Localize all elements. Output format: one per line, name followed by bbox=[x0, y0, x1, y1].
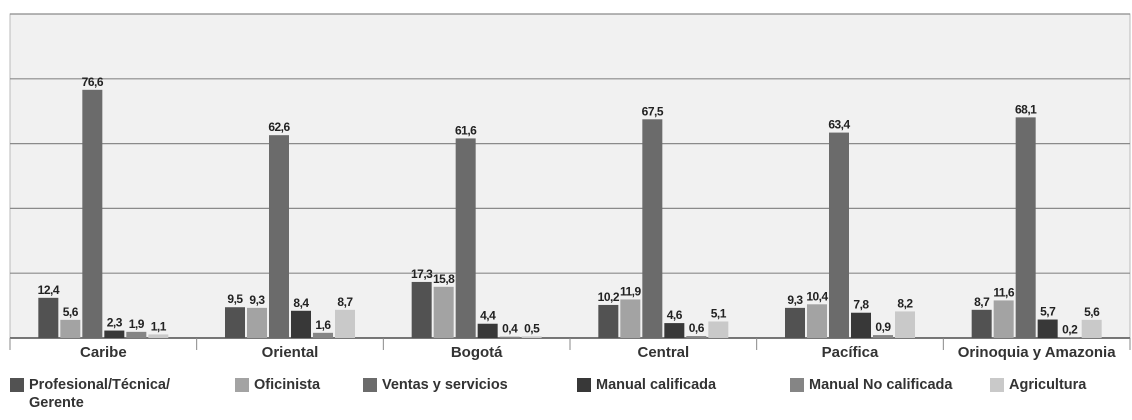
legend-label: Manual calificada bbox=[596, 377, 717, 393]
bar bbox=[247, 307, 267, 338]
bar bbox=[433, 286, 454, 338]
value-label: 0,4 bbox=[502, 322, 518, 336]
value-label: 4,6 bbox=[667, 308, 683, 322]
bar bbox=[313, 332, 333, 338]
value-label: 0,5 bbox=[524, 321, 540, 335]
bar bbox=[851, 312, 871, 338]
value-label: 5,6 bbox=[1084, 305, 1100, 319]
bar bbox=[664, 323, 685, 338]
bar bbox=[873, 335, 893, 338]
x-tick-label: Oriental bbox=[262, 344, 319, 361]
legend-label: Profesional/Técnica/ Gerente bbox=[29, 377, 171, 411]
legend-item: Ventas y servicios bbox=[363, 376, 552, 394]
plot-area bbox=[9, 13, 1131, 339]
bar bbox=[148, 334, 169, 338]
legend-item: Agricultura bbox=[990, 376, 1119, 394]
value-label: 1,9 bbox=[129, 317, 145, 331]
bar bbox=[335, 309, 355, 338]
value-label: 9,5 bbox=[227, 292, 243, 306]
legend-label: Agricultura bbox=[1009, 377, 1087, 393]
value-label: 5,6 bbox=[63, 305, 79, 319]
legend-swatch bbox=[363, 378, 377, 392]
bar bbox=[521, 336, 542, 338]
value-label: 2,3 bbox=[107, 316, 123, 330]
value-label: 4,4 bbox=[480, 309, 496, 323]
value-label: 10,2 bbox=[598, 290, 620, 304]
value-label: 76,6 bbox=[82, 75, 104, 89]
value-label: 15,8 bbox=[433, 272, 455, 286]
bar bbox=[455, 138, 476, 338]
value-label: 63,4 bbox=[828, 118, 850, 132]
value-label: 11,6 bbox=[993, 285, 1015, 299]
value-label: 67,5 bbox=[642, 104, 664, 118]
bar bbox=[1015, 117, 1036, 338]
bar bbox=[269, 135, 289, 338]
legend-label: Oficinista bbox=[254, 377, 321, 393]
legend-item: Profesional/Técnica/ Gerente bbox=[10, 376, 209, 412]
bar bbox=[225, 307, 245, 338]
bar bbox=[620, 299, 641, 338]
value-label: 8,2 bbox=[897, 296, 913, 310]
x-tick-label: Orinoquia y Amazonia bbox=[958, 344, 1116, 361]
value-label: 8,7 bbox=[974, 295, 990, 309]
value-label: 0,2 bbox=[1062, 322, 1078, 336]
value-label: 62,6 bbox=[268, 120, 290, 134]
bar bbox=[1081, 319, 1102, 338]
legend-item: Manual No calificada bbox=[790, 376, 969, 394]
bar bbox=[499, 336, 520, 338]
bar bbox=[686, 336, 707, 338]
bar bbox=[642, 119, 663, 338]
bar bbox=[104, 330, 125, 338]
bar bbox=[291, 310, 311, 338]
value-label: 0,6 bbox=[689, 321, 705, 335]
bar bbox=[807, 304, 827, 338]
value-label: 17,3 bbox=[411, 267, 433, 281]
bar bbox=[971, 309, 992, 338]
value-label: 61,6 bbox=[455, 123, 477, 137]
value-label: 9,3 bbox=[249, 293, 265, 307]
bar bbox=[82, 89, 103, 338]
legend-swatch bbox=[990, 378, 1004, 392]
value-label: 7,8 bbox=[853, 298, 869, 312]
bar bbox=[411, 281, 432, 338]
legend-label: Ventas y servicios bbox=[382, 377, 508, 393]
legend-item: Oficinista bbox=[235, 376, 344, 394]
bar bbox=[126, 331, 147, 338]
value-label: 8,7 bbox=[337, 295, 353, 309]
bar bbox=[708, 321, 729, 338]
bar bbox=[895, 311, 915, 338]
legend-item: Manual calificada bbox=[577, 376, 766, 394]
bar bbox=[993, 300, 1014, 338]
bar bbox=[60, 319, 81, 338]
value-label: 12,4 bbox=[38, 283, 60, 297]
x-tick-label: Central bbox=[637, 344, 689, 361]
value-label: 5,1 bbox=[711, 306, 727, 320]
bar bbox=[38, 297, 59, 338]
legend-swatch bbox=[235, 378, 249, 392]
value-label: 68,1 bbox=[1015, 102, 1037, 116]
value-label: 8,4 bbox=[293, 296, 309, 310]
value-label: 11,9 bbox=[620, 284, 642, 298]
value-label: 0,9 bbox=[875, 320, 891, 334]
bar bbox=[598, 304, 619, 338]
legend-label: Manual No calificada bbox=[809, 377, 953, 393]
legend-swatch bbox=[10, 378, 24, 392]
x-tick-label: Bogotá bbox=[451, 344, 503, 361]
value-label: 5,7 bbox=[1040, 305, 1056, 319]
bar bbox=[785, 307, 805, 338]
value-label: 1,6 bbox=[315, 318, 331, 332]
value-label: 10,4 bbox=[806, 289, 828, 303]
bar bbox=[829, 132, 849, 338]
bar bbox=[1059, 337, 1080, 338]
bar bbox=[1037, 319, 1058, 338]
value-label: 9,3 bbox=[787, 293, 803, 307]
bar bbox=[477, 323, 498, 338]
x-tick-label: Pacífica bbox=[822, 344, 879, 361]
x-tick-label: Caribe bbox=[80, 344, 127, 361]
legend-swatch bbox=[577, 378, 591, 392]
value-label: 1,1 bbox=[151, 319, 167, 333]
legend-swatch bbox=[790, 378, 804, 392]
